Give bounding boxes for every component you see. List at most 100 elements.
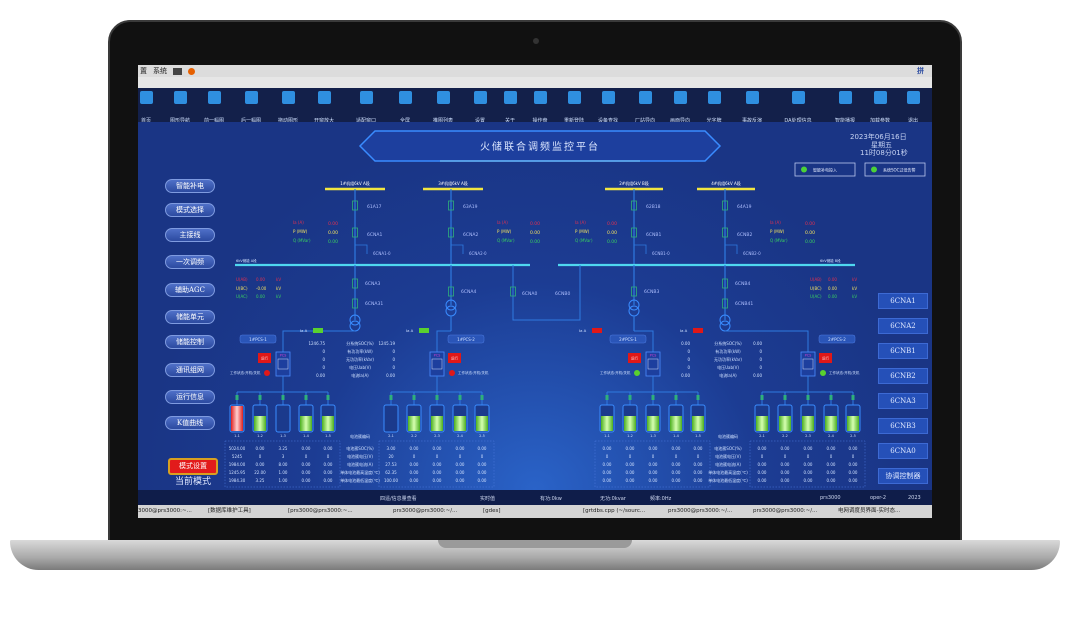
breaker-icon[interactable] bbox=[722, 278, 728, 289]
os-menu-item[interactable]: 系统 bbox=[153, 67, 167, 75]
breaker-icon[interactable] bbox=[722, 200, 728, 211]
run-status-button[interactable] bbox=[628, 353, 641, 363]
pcs-name-box[interactable] bbox=[447, 334, 485, 344]
toolbar-button[interactable]: 操作盘 bbox=[523, 91, 557, 126]
toolbar-button[interactable]: 后一幅图 bbox=[234, 91, 268, 126]
pcs-name-box[interactable] bbox=[239, 334, 277, 344]
left-menu-item[interactable]: 辅助AGC bbox=[165, 283, 215, 297]
left-menu-item[interactable]: 储能控制 bbox=[165, 335, 215, 349]
table-row-label: 单体电池最高温度(℃) bbox=[340, 469, 380, 475]
left-menu-item[interactable]: 主接线 bbox=[165, 228, 215, 242]
pcs-name-box[interactable] bbox=[818, 334, 856, 344]
run-status-button[interactable] bbox=[819, 353, 832, 363]
toolbar-button[interactable]: DA处理信息 bbox=[781, 91, 815, 126]
reactive-power-label: Q (MVar) bbox=[575, 238, 593, 243]
taskbar: 3000@prs3000:~... [数据库维护工具] [prs3000@prs30… bbox=[138, 505, 932, 518]
current-label: Ia (A) bbox=[293, 220, 304, 225]
breaker-icon[interactable] bbox=[352, 200, 358, 211]
table-cell: 3 bbox=[282, 454, 285, 459]
taskbar-item[interactable]: prs3000@prs3000:~/... bbox=[393, 508, 458, 514]
toolbar-button[interactable]: 前一幅图 bbox=[197, 91, 231, 126]
left-menu-item[interactable]: 通讯组网 bbox=[165, 363, 215, 377]
pcs-current-label: Ia A bbox=[300, 328, 308, 333]
right-menu-item[interactable]: 6CNA1 bbox=[878, 293, 928, 309]
toolbar-button[interactable]: 设备查找 bbox=[591, 91, 625, 126]
taskbar-item[interactable]: [grtdbs.cpp (~/sourc... bbox=[583, 508, 646, 514]
terminal-icon[interactable] bbox=[173, 67, 182, 75]
right-menu-item[interactable]: 6CNB1 bbox=[878, 343, 928, 359]
toolbar-button[interactable]: 关于 bbox=[493, 91, 527, 126]
right-menu-item[interactable]: 6CNB3 bbox=[878, 418, 928, 434]
toolbar-button[interactable]: 图形导航 bbox=[163, 91, 197, 126]
os-menu-item[interactable]: 置 bbox=[140, 67, 147, 75]
taskbar-item[interactable]: [gdes] bbox=[483, 508, 501, 514]
battery-cluster-icon[interactable] bbox=[275, 404, 291, 433]
toolbar-button[interactable]: 厂站导向 bbox=[628, 91, 662, 126]
breaker-icon[interactable] bbox=[631, 200, 637, 211]
current-label: Ia (A) bbox=[575, 220, 586, 225]
transformer-icon[interactable] bbox=[349, 314, 361, 326]
bus-tie-breaker-icon[interactable] bbox=[510, 286, 516, 297]
toolbar-button[interactable]: 推图列表 bbox=[426, 91, 460, 126]
right-menu-item[interactable]: 6CNB2 bbox=[878, 368, 928, 384]
taskbar-item[interactable]: [数据库维护工具] bbox=[208, 508, 251, 514]
breaker-icon[interactable] bbox=[722, 227, 728, 238]
taskbar-item[interactable]: 3000@prs3000:~... bbox=[138, 508, 192, 514]
reactive-power-label: Q (MVar) bbox=[293, 238, 311, 243]
mode-setting-button[interactable]: 模式设置 bbox=[168, 458, 218, 475]
toolbar-button[interactable]: 重新登陆 bbox=[557, 91, 591, 126]
table-cell: 0.00 bbox=[849, 470, 858, 475]
table-cell: 0.00 bbox=[758, 462, 767, 467]
right-menu-item[interactable]: 协调控制器 bbox=[878, 468, 928, 484]
breaker-icon[interactable] bbox=[631, 227, 637, 238]
taskbar-item[interactable]: prs3000@prs3000:~/... bbox=[753, 508, 818, 514]
left-menu-item[interactable]: 一次调频 bbox=[165, 255, 215, 269]
run-status-button[interactable] bbox=[258, 353, 271, 363]
toolbar-button[interactable]: 首页 bbox=[138, 91, 163, 126]
indicator-soc-low-alarm bbox=[864, 162, 926, 177]
toolbar-button[interactable]: 拖动图形 bbox=[271, 91, 305, 126]
toolbar-button[interactable]: 设置 bbox=[463, 91, 497, 126]
input-method-indicator[interactable]: 拼 bbox=[917, 67, 924, 75]
toolbar-button[interactable]: 全屏 bbox=[388, 91, 422, 126]
battery-cluster-icon[interactable] bbox=[383, 404, 399, 433]
left-menu-item[interactable]: 运行信息 bbox=[165, 390, 215, 404]
toolbar-button[interactable]: 加载参数 bbox=[863, 91, 897, 126]
pcs-name-box[interactable] bbox=[609, 334, 647, 344]
taskbar-item[interactable]: [prs3000@prs3000:~... bbox=[288, 508, 353, 514]
breaker-icon[interactable] bbox=[448, 200, 454, 211]
right-menu-item[interactable]: 6CNA3 bbox=[878, 393, 928, 409]
transformer-icon[interactable] bbox=[719, 314, 731, 326]
toolbar-button[interactable]: 智能播报 bbox=[828, 91, 862, 126]
breaker-icon[interactable] bbox=[352, 278, 358, 289]
broadcast-icon bbox=[838, 91, 852, 104]
toolbar-button[interactable]: 画面导向 bbox=[663, 91, 697, 126]
breaker-icon[interactable] bbox=[448, 227, 454, 238]
left-menu-item[interactable]: K值曲线 bbox=[165, 416, 215, 430]
toolbar-button[interactable]: 退出 bbox=[896, 91, 930, 126]
taskbar-item[interactable]: 电网调度员界面-实时态... bbox=[838, 508, 901, 514]
right-menu-item[interactable]: 6CNA2 bbox=[878, 318, 928, 334]
toolbar-button-label: 退出 bbox=[907, 118, 918, 124]
transformer-icon[interactable] bbox=[628, 299, 640, 311]
breaker-icon[interactable] bbox=[722, 298, 728, 309]
breaker-icon[interactable] bbox=[352, 227, 358, 238]
replay-icon bbox=[745, 91, 759, 104]
left-menu-item[interactable]: 模式选择 bbox=[165, 203, 215, 217]
toolbar-button[interactable]: 开窗放大 bbox=[307, 91, 341, 126]
breaker-icon[interactable] bbox=[352, 298, 358, 309]
run-status-button[interactable] bbox=[448, 353, 461, 363]
pcs-status-badge bbox=[592, 328, 602, 333]
breaker-icon[interactable] bbox=[448, 286, 454, 297]
toolbar-button[interactable]: 事故反演 bbox=[735, 91, 769, 126]
breaker-icon[interactable] bbox=[631, 286, 637, 297]
taskbar-item[interactable]: prs3000@prs3000:~/... bbox=[668, 508, 733, 514]
cluster-switch-icon bbox=[326, 395, 330, 400]
right-menu-item[interactable]: 6CNA0 bbox=[878, 443, 928, 459]
toolbar-button[interactable]: 适配窗口 bbox=[349, 91, 383, 126]
transformer-icon[interactable] bbox=[445, 299, 457, 311]
left-menu-item[interactable]: 储能单元 bbox=[165, 310, 215, 324]
left-menu-item[interactable]: 智能补电 bbox=[165, 179, 215, 193]
toolbar-button[interactable]: 光字牌 bbox=[697, 91, 731, 126]
firefox-icon[interactable] bbox=[188, 67, 195, 75]
